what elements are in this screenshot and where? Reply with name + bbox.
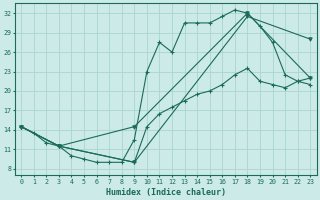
X-axis label: Humidex (Indice chaleur): Humidex (Indice chaleur) xyxy=(106,188,226,197)
